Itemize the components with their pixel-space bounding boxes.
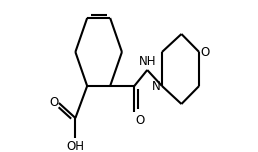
Text: O: O bbox=[200, 45, 209, 59]
Text: OH: OH bbox=[66, 140, 84, 152]
Text: N: N bbox=[152, 80, 160, 93]
Text: O: O bbox=[49, 97, 58, 109]
Text: NH: NH bbox=[139, 55, 156, 69]
Text: O: O bbox=[135, 114, 144, 126]
